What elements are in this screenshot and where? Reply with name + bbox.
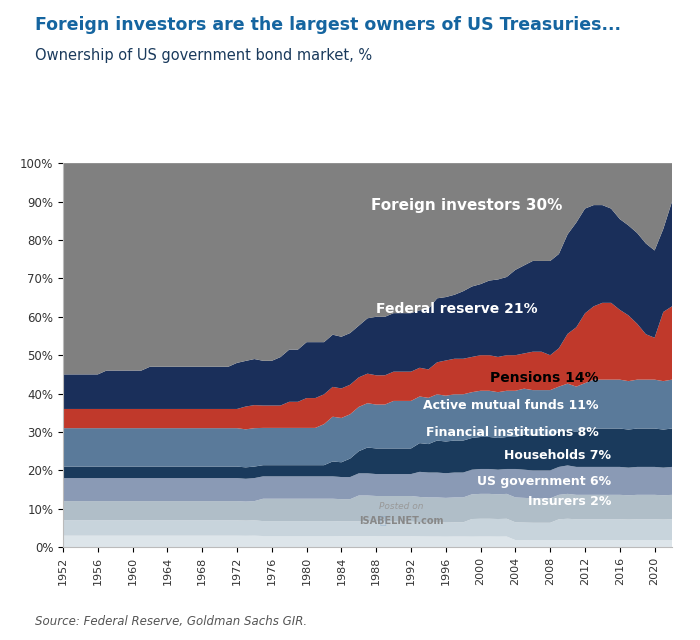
Text: 🌐: 🌐 [379, 516, 386, 526]
Text: Federal reserve 21%: Federal reserve 21% [377, 302, 538, 316]
Text: US government 6%: US government 6% [477, 476, 611, 488]
Text: Ownership of US government bond market, %: Ownership of US government bond market, … [35, 48, 372, 63]
Text: Insurers 2%: Insurers 2% [528, 495, 611, 508]
Text: Pensions 14%: Pensions 14% [490, 371, 599, 385]
Text: Source: Federal Reserve, Goldman Sachs GIR.: Source: Federal Reserve, Goldman Sachs G… [35, 616, 307, 628]
Text: Financial institutions 8%: Financial institutions 8% [426, 426, 599, 438]
Text: Posted on: Posted on [379, 502, 424, 511]
Text: Active mutual funds 11%: Active mutual funds 11% [424, 399, 599, 412]
Text: Households 7%: Households 7% [504, 449, 611, 461]
Text: Foreign investors 30%: Foreign investors 30% [371, 198, 562, 213]
Text: ISABELNET.com: ISABELNET.com [358, 516, 443, 526]
Text: Foreign investors are the largest owners of US Treasuries...: Foreign investors are the largest owners… [35, 16, 621, 34]
